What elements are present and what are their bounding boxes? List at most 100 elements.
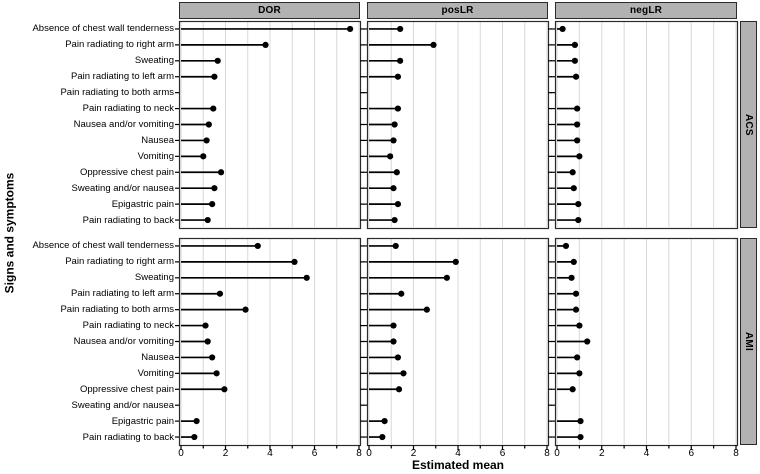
y-axis-label: Pain radiating to left arm bbox=[71, 71, 174, 83]
data-point bbox=[213, 370, 220, 377]
y-axis-label: Pain radiating to neck bbox=[82, 103, 174, 115]
y-axis-label: Nausea and/or vomiting bbox=[73, 336, 174, 347]
data-point bbox=[392, 242, 399, 250]
data-point bbox=[559, 25, 566, 33]
data-point bbox=[394, 354, 402, 361]
data-point bbox=[242, 306, 249, 313]
data-point bbox=[584, 338, 591, 345]
data-point bbox=[391, 216, 398, 224]
data-point bbox=[393, 169, 400, 176]
data-point bbox=[397, 25, 404, 33]
data-point bbox=[203, 137, 210, 144]
x-axis-tick-label: 8 bbox=[733, 448, 739, 459]
y-axis-label: Nausea bbox=[141, 134, 174, 146]
data-point bbox=[577, 418, 584, 425]
x-axis-tick-label: 4 bbox=[455, 448, 461, 459]
data-point bbox=[568, 274, 575, 281]
data-point bbox=[394, 105, 402, 112]
y-axis-label: Vomiting bbox=[137, 367, 174, 379]
data-point bbox=[575, 201, 582, 208]
data-point bbox=[452, 258, 459, 265]
data-point bbox=[443, 274, 450, 281]
data-point bbox=[397, 57, 404, 64]
y-axis-label: Pain radiating to neck bbox=[82, 320, 174, 332]
data-point bbox=[204, 338, 211, 345]
data-point bbox=[390, 322, 397, 329]
data-point bbox=[574, 105, 581, 112]
data-point bbox=[209, 354, 216, 361]
data-point bbox=[576, 153, 583, 160]
y-axis-label: Sweating and/or nausea bbox=[71, 182, 174, 194]
x-axis-tick-label: 0 bbox=[178, 448, 184, 459]
x-axis-tick-label: 0 bbox=[366, 448, 372, 459]
x-axis-tick-label: 0 bbox=[554, 448, 560, 459]
data-point bbox=[394, 73, 402, 80]
data-point bbox=[211, 73, 218, 80]
x-axis-tick-label: 6 bbox=[499, 448, 506, 459]
data-point bbox=[200, 153, 207, 160]
y-axis-title: Signs and symptoms bbox=[0, 21, 19, 445]
data-point bbox=[394, 201, 402, 208]
y-axis-label: Nausea bbox=[141, 351, 174, 363]
facet-column-header-poslr: posLR bbox=[367, 2, 548, 19]
data-point bbox=[574, 137, 581, 144]
y-axis-label: Epigastric pain bbox=[111, 198, 174, 210]
data-point bbox=[262, 41, 269, 48]
panel-AMI-DOR bbox=[175, 237, 364, 450]
panel-AMI-negLR bbox=[551, 237, 739, 450]
data-point bbox=[193, 418, 200, 425]
data-point bbox=[204, 216, 211, 224]
data-point bbox=[221, 386, 228, 393]
y-axis-label: Absence of chest wall tenderness bbox=[32, 23, 174, 35]
y-axis-label: Absence of chest wall tenderness bbox=[32, 240, 174, 252]
data-point bbox=[209, 201, 216, 208]
y-axis-label: Pain radiating to right arm bbox=[65, 256, 174, 268]
data-point bbox=[570, 185, 577, 192]
data-point bbox=[395, 386, 403, 393]
facet-row-header-acs: ACS bbox=[740, 21, 757, 228]
data-point bbox=[390, 338, 397, 345]
data-point bbox=[202, 322, 209, 329]
data-point bbox=[390, 185, 397, 192]
data-point bbox=[211, 185, 218, 192]
data-point bbox=[577, 433, 584, 441]
data-point bbox=[205, 121, 212, 128]
data-point bbox=[576, 322, 583, 329]
data-point bbox=[572, 306, 580, 313]
data-point bbox=[562, 242, 570, 250]
x-axis-tick-label: 6 bbox=[688, 448, 695, 459]
facet-row-header-ami: AMI bbox=[740, 238, 757, 445]
data-point bbox=[381, 418, 388, 425]
y-axis-label: Sweating bbox=[134, 55, 174, 67]
panel-ACS-DOR bbox=[175, 20, 364, 230]
x-axis-tick-label: 8 bbox=[356, 448, 362, 459]
x-axis-tick-label: 2 bbox=[222, 448, 229, 459]
data-point bbox=[571, 41, 579, 48]
data-point bbox=[291, 258, 298, 265]
data-point bbox=[398, 290, 405, 297]
x-axis-tick-label: 6 bbox=[311, 448, 318, 459]
data-point bbox=[387, 153, 394, 160]
y-axis-label: Nausea and/or vomiting bbox=[73, 119, 174, 130]
data-point bbox=[574, 121, 581, 128]
data-point bbox=[379, 433, 386, 441]
data-point bbox=[569, 169, 576, 176]
y-axis-label: Vomiting bbox=[137, 150, 174, 162]
data-point bbox=[430, 41, 437, 48]
data-point bbox=[191, 433, 198, 441]
data-point bbox=[572, 73, 580, 80]
data-point bbox=[390, 137, 397, 144]
x-axis-tick-label: 4 bbox=[267, 448, 273, 459]
y-axis-label: Epigastric pain bbox=[111, 415, 174, 427]
y-axis-label: Pain radiating to left arm bbox=[71, 288, 174, 300]
panel-AMI-posLR bbox=[363, 237, 552, 450]
data-point bbox=[423, 306, 430, 313]
data-point bbox=[574, 354, 581, 361]
y-axis-label: Pain radiating to back bbox=[82, 214, 174, 226]
y-axis-label: Sweating bbox=[134, 272, 174, 284]
x-axis-tick-label: 2 bbox=[598, 448, 605, 459]
facet-column-header-dor: DOR bbox=[179, 2, 360, 19]
data-point bbox=[217, 169, 225, 176]
x-axis-tick-label: 2 bbox=[410, 448, 417, 459]
